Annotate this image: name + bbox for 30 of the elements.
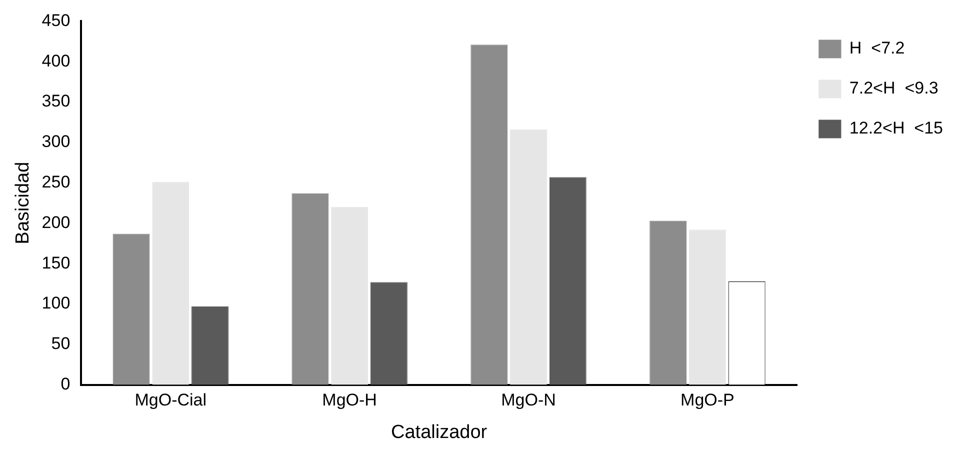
y-tick-label: 100 bbox=[42, 294, 70, 313]
y-tick-label: 450 bbox=[42, 10, 70, 30]
y-tick-label: 350 bbox=[42, 92, 70, 111]
legend-label: 7.2<H <9.3 bbox=[849, 78, 938, 98]
bar bbox=[688, 230, 726, 385]
y-tick-label: 300 bbox=[42, 132, 70, 152]
bar bbox=[331, 207, 368, 385]
y-tick-label: 250 bbox=[42, 172, 70, 192]
y-tick-label: 50 bbox=[51, 334, 70, 354]
legend-label: 12.2<H <15 bbox=[849, 118, 944, 138]
bar bbox=[192, 306, 229, 385]
x-tick-label: MgO-H bbox=[322, 390, 377, 410]
x-tick-label: MgO-Cial bbox=[134, 390, 207, 410]
bar bbox=[510, 129, 548, 385]
x-axis-title: Catalizador bbox=[390, 422, 488, 443]
bar bbox=[549, 177, 586, 385]
y-tick-label: 150 bbox=[42, 253, 70, 272]
y-tick-label: 400 bbox=[42, 51, 70, 70]
bar bbox=[152, 182, 190, 385]
y-tick-label: 200 bbox=[42, 212, 70, 232]
y-axis-title: Basicidad bbox=[12, 162, 34, 244]
bar bbox=[470, 44, 508, 385]
bar bbox=[112, 234, 150, 385]
x-tick-label: MgO-P bbox=[680, 390, 734, 410]
bar bbox=[650, 220, 687, 385]
x-tick-label: MgO-N bbox=[501, 390, 556, 410]
legend-label: H <7.2 bbox=[849, 38, 905, 58]
bar bbox=[370, 282, 408, 385]
bar bbox=[292, 193, 329, 385]
y-tick-label: 0 bbox=[60, 374, 70, 394]
